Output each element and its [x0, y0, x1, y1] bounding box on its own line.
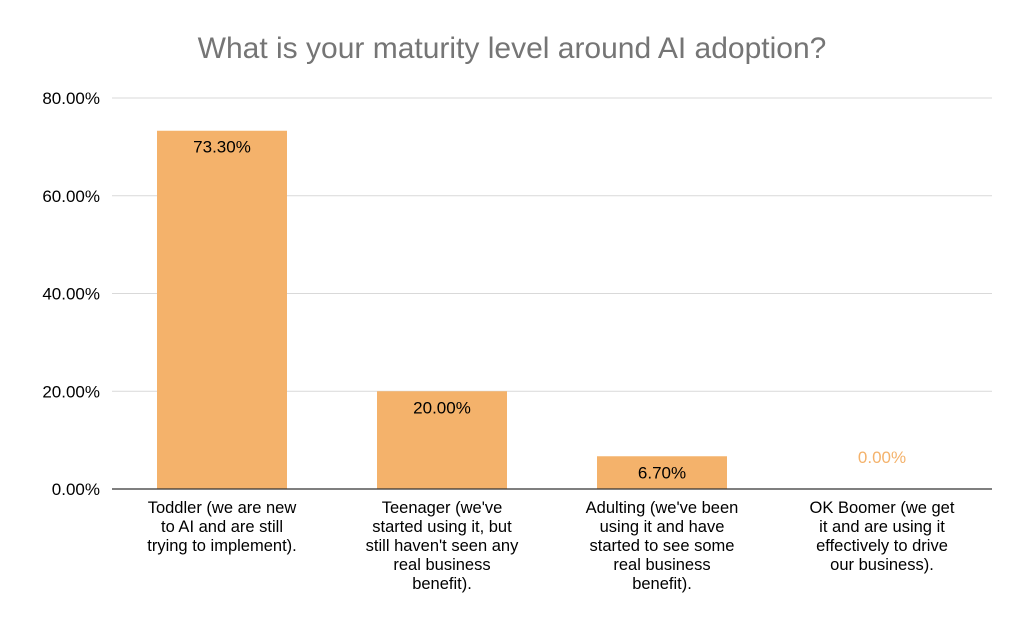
y-tick-label: 40.00%: [42, 285, 100, 304]
x-category-label-line: started using it, but: [372, 518, 512, 536]
x-category-label-line: benefit).: [632, 575, 692, 593]
x-category-label-line: real business: [613, 556, 710, 574]
x-category-label-line: our business).: [830, 556, 934, 574]
bars: [157, 130, 727, 489]
data-labels: 73.30% 20.00% 6.70% 0.00%: [193, 138, 906, 483]
bar: [377, 391, 507, 489]
x-category-label-line: using it and have: [600, 518, 725, 536]
x-category-label-line: still haven't seen any: [366, 537, 519, 555]
x-category-label-line: real business: [393, 556, 490, 574]
x-category-label-line: it and are using it: [819, 518, 945, 536]
x-category-label: Teenager (we've started using it, but stil…: [366, 499, 519, 593]
y-tick-label: 20.00%: [42, 382, 100, 401]
data-label: 0.00%: [858, 448, 906, 467]
x-category-label-line: Teenager (we've: [382, 499, 503, 517]
y-tick-label: 60.00%: [42, 187, 100, 206]
x-category-label-line: Adulting (we've been: [586, 499, 739, 517]
x-category-label-line: to AI and are still: [161, 518, 283, 536]
x-category-label: Toddler (we are new to AI and are still tr…: [147, 499, 296, 555]
x-category-label-line: benefit).: [412, 575, 472, 593]
y-axis-tick-labels: 0.00% 20.00% 40.00% 60.00% 80.00%: [42, 89, 100, 499]
y-tick-label: 0.00%: [52, 480, 100, 499]
x-axis-category-labels: Toddler (we are new to AI and are still tr…: [147, 499, 955, 593]
x-category-label-line: effectively to drive: [816, 537, 948, 555]
data-label: 73.30%: [193, 138, 251, 157]
x-category-label-line: started to see some: [590, 537, 735, 555]
x-category-label-line: OK Boomer (we get: [810, 499, 955, 517]
x-category-label: OK Boomer (we get it and are using it effe…: [810, 499, 955, 574]
chart-title: What is your maturity level around AI ad…: [198, 32, 827, 65]
x-category-label-line: trying to implement).: [147, 537, 296, 555]
bar: [597, 456, 727, 489]
bar: [157, 130, 287, 489]
y-tick-label: 80.00%: [42, 89, 100, 108]
x-category-label-line: Toddler (we are new: [148, 499, 297, 517]
x-category-label: Adulting (we've been using it and have sta…: [586, 499, 739, 593]
data-label: 6.70%: [638, 463, 686, 482]
data-label: 20.00%: [413, 398, 471, 417]
